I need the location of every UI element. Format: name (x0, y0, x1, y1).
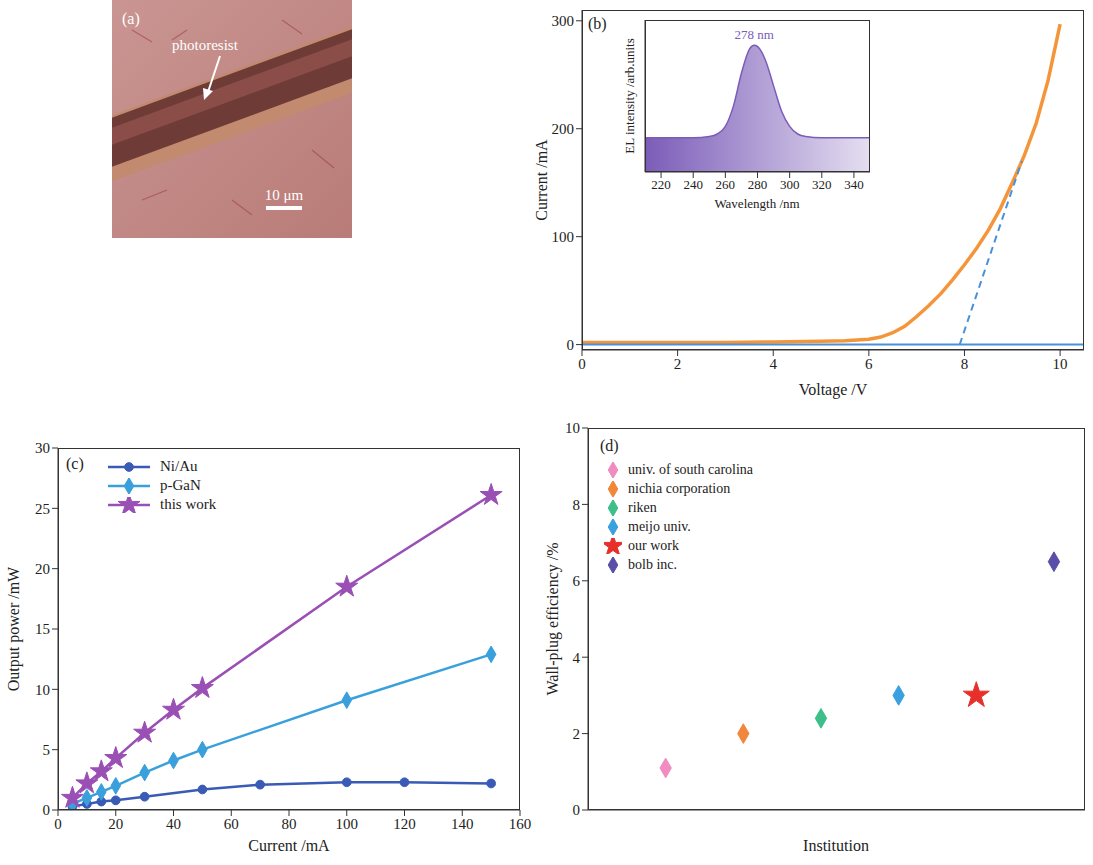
svg-text:5: 5 (43, 742, 51, 758)
html-text:Voltage /V: Voltage /V (798, 381, 868, 398)
html-text:Wall-plug efficiency /%: Wall-plug efficiency /% (544, 542, 561, 696)
html-text:Output power /mW: Output power /mW (5, 566, 22, 692)
svg-text:25: 25 (35, 501, 50, 517)
svg-text:10: 10 (565, 420, 580, 436)
html-text:Current /mA: Current /mA (248, 837, 330, 854)
html-text:(d): (d) (600, 437, 619, 454)
svg-text:100: 100 (336, 816, 359, 832)
svg-text:8: 8 (961, 356, 969, 372)
svg-text:10 μm: 10 μm (265, 187, 304, 203)
svg-text:340: 340 (844, 177, 864, 192)
html-text:Ni/Au: Ni/Au (160, 458, 198, 474)
svg-text:6: 6 (573, 573, 581, 589)
svg-text:320: 320 (812, 177, 832, 192)
svg-text:(a): (a) (122, 10, 140, 28)
svg-text:280: 280 (748, 177, 768, 192)
svg-text:300: 300 (780, 177, 800, 192)
html-text:p-GaN: p-GaN (160, 477, 201, 493)
svg-text:8: 8 (573, 497, 581, 513)
svg-text:100: 100 (552, 229, 575, 245)
html-text:bolb inc.: bolb inc. (628, 556, 677, 572)
svg-text:0: 0 (578, 356, 586, 372)
svg-text:30: 30 (35, 440, 50, 456)
svg-text:15: 15 (35, 621, 50, 637)
svg-text:300: 300 (552, 13, 575, 29)
svg-text:4: 4 (573, 650, 581, 666)
html-text:nichia corporation: nichia corporation (628, 480, 731, 496)
html-text:this work: this work (160, 496, 217, 512)
html-text:riken: riken (628, 499, 657, 515)
svg-text:0: 0 (43, 802, 51, 818)
svg-text:260: 260 (716, 177, 736, 192)
svg-text:60: 60 (224, 816, 239, 832)
svg-text:10: 10 (1053, 356, 1068, 372)
svg-text:4: 4 (769, 356, 777, 372)
html-text:(b): (b) (588, 15, 607, 32)
html-text:univ. of south carolina: univ. of south carolina (628, 461, 754, 477)
svg-text:10: 10 (35, 682, 50, 698)
svg-text:80: 80 (282, 816, 297, 832)
html-text:our work: our work (628, 537, 679, 553)
svg-text:20: 20 (35, 561, 50, 577)
svg-text:0: 0 (573, 802, 581, 818)
svg-text:6: 6 (865, 356, 873, 372)
svg-text:140: 140 (451, 816, 474, 832)
html-text:(c): (c) (66, 455, 84, 472)
svg-text:40: 40 (166, 816, 181, 832)
html-text:Institution: Institution (803, 837, 869, 854)
svg-text:160: 160 (509, 816, 532, 832)
svg-text:240: 240 (683, 177, 703, 192)
svg-text:2: 2 (573, 726, 581, 742)
html-text:Wavelength /nm: Wavelength /nm (714, 195, 800, 211)
html-text:meijo univ.: meijo univ. (628, 518, 691, 534)
svg-text:220: 220 (651, 177, 671, 192)
svg-text:photoresist: photoresist (172, 37, 239, 53)
svg-text:0: 0 (54, 816, 62, 832)
svg-text:20: 20 (108, 816, 123, 832)
svg-text:120: 120 (393, 816, 416, 832)
svg-text:200: 200 (552, 121, 575, 137)
svg-text:278 nm: 278 nm (735, 27, 774, 42)
html-text:EL intensity /arb.units: EL intensity /arb.units (621, 38, 637, 154)
svg-text:0: 0 (567, 337, 575, 353)
svg-text:2: 2 (674, 356, 682, 372)
html-text:Current /mA: Current /mA (533, 139, 550, 221)
